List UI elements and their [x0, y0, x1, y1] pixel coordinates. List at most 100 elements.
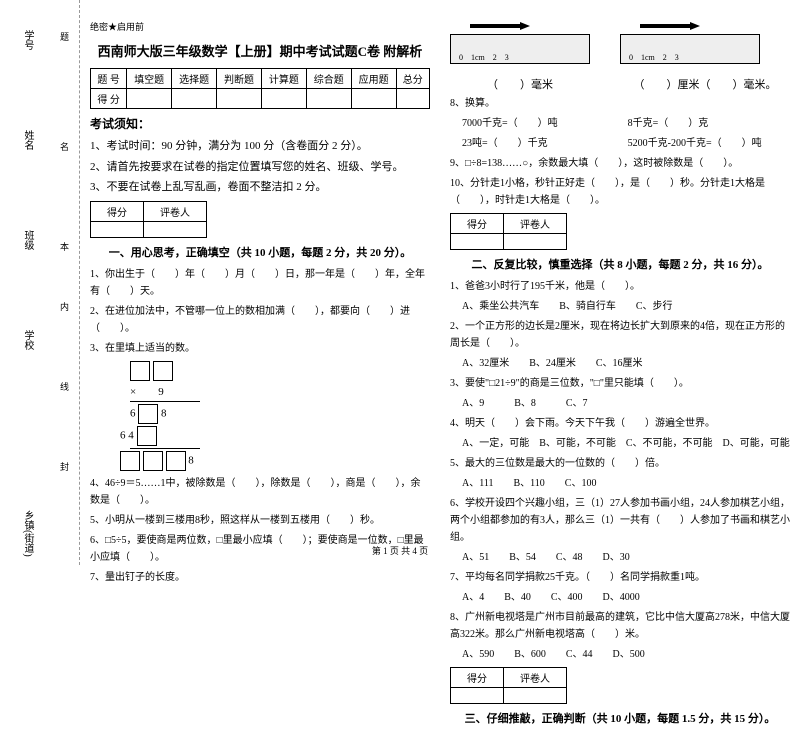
- score-row-5: [306, 89, 351, 109]
- s2q6-opts: A、51 B、54 C、48 D、30: [450, 549, 790, 566]
- box-1: [130, 361, 150, 381]
- ruler-2: 0 1cm 2 3: [620, 20, 760, 70]
- sidebar-label-school: 学校: [20, 330, 35, 350]
- section-3-title: 三、仔细推敲，正确判断（共 10 小题，每题 1.5 分，共 15 分）。: [450, 710, 790, 726]
- score-row-3: [217, 89, 262, 109]
- binding-sidebar: 学号 姓名 班级 学校 乡镇(街道) 题 名 本 内 线 封: [0, 0, 80, 565]
- secret-label: 绝密★启用前: [90, 20, 430, 33]
- score-row-7: [396, 89, 429, 109]
- ruler-scale-2: 0 1cm 2 3: [629, 52, 679, 63]
- q7: 7、量出钉子的长度。: [90, 569, 430, 586]
- q3: 3、在里填上适当的数。: [90, 340, 430, 357]
- q1: 1、你出生于（ ）年（ ）月（ ）日，那一年是（ ）年，全年有（ ）天。: [90, 266, 430, 300]
- q9: 9、□÷8=138……○，余数最大填（ ），这时被除数是（ ）。: [450, 155, 790, 172]
- section-1-title: 一、用心思考，正确填空（共 10 小题，每题 2 分，共 20 分）。: [90, 244, 430, 260]
- score-header-5: 综合题: [306, 69, 351, 89]
- sidebar-label-town: 乡镇(街道): [20, 510, 35, 557]
- ruler-scale-1: 0 1cm 2 3: [459, 52, 509, 63]
- reviewer-table-1: 得分评卷人: [90, 201, 207, 238]
- mult-d1: 6: [130, 407, 136, 419]
- s2q3: 3、要使"□21÷9"的商是三位数，"□"里只能填（ ）。: [450, 375, 790, 392]
- s2q5-opts: A、111 B、110 C、100: [450, 475, 790, 492]
- score-header-2: 选择题: [172, 69, 217, 89]
- mult-line-1: [130, 401, 200, 402]
- ruler-answer-1: （ ）毫米: [450, 76, 590, 92]
- sidebar-label-name: 姓名: [20, 130, 35, 150]
- box-3: [138, 404, 158, 424]
- seal-char-1: 题: [60, 30, 69, 43]
- s2q6: 6、学校开设四个兴趣小组，三（1）27人参加书画小组，24人参加棋艺小组，两个小…: [450, 495, 790, 546]
- ruler-1: 0 1cm 2 3: [450, 20, 590, 70]
- seal-char-6: 封: [60, 460, 69, 473]
- score-header-3: 判断题: [217, 69, 262, 89]
- notice-2: 2、请首先按要求在试卷的指定位置填写您的姓名、班级、学号。: [90, 159, 430, 177]
- score-table: 题 号 填空题 选择题 判断题 计算题 综合题 应用题 总分 得 分: [90, 68, 430, 109]
- s2q5: 5、最大的三位数是最大的一位数的（ ）倍。: [450, 455, 790, 472]
- notice-1: 1、考试时间：90 分钟，满分为 100 分（含卷面分 2 分）。: [90, 138, 430, 156]
- mult-d2: 8: [161, 407, 167, 419]
- s2q1: 1、爸爸3小时行了195千米，他是（ ）。: [450, 278, 790, 295]
- score-header-6: 应用题: [351, 69, 396, 89]
- mult-nine: 9: [158, 386, 164, 398]
- ruler-body-1: 0 1cm 2 3: [450, 34, 590, 64]
- s2q2: 2、一个正方形的边长是2厘米，现在将边长扩大到原来的4倍，现在正方形的周长是（ …: [450, 318, 790, 352]
- q4: 4、46÷9＝5……1中，被除数是（ ），除数是（ ），商是（ ），余数是（ ）…: [90, 475, 430, 509]
- q2: 2、在进位加法中，不管哪一位上的数相加满（ ），都要向（ ）进（ ）。: [90, 303, 430, 337]
- box-4: [137, 426, 157, 446]
- score-row-0: 得 分: [91, 89, 127, 109]
- notice-title: 考试须知：: [90, 115, 430, 132]
- reviewer-person-3: 评卷人: [504, 668, 567, 688]
- seal-char-4: 内: [60, 300, 69, 313]
- reviewer-table-3: 得分评卷人: [450, 667, 567, 704]
- ruler-answers: （ ）毫米 （ ）厘米（ ）毫米。: [450, 76, 790, 92]
- reviewer-person-1: 评卷人: [144, 201, 207, 221]
- seal-char-2: 名: [60, 140, 69, 153]
- times-sign: ×: [130, 386, 136, 398]
- box-5: [120, 451, 140, 471]
- q10: 10、分针走1小格，秒针正好走（ ），是（ ）秒。分针走1大格是（ ），时针走1…: [450, 175, 790, 209]
- score-header-4: 计算题: [261, 69, 306, 89]
- s2q4: 4、明天（ ）会下雨。今天下午我（ ）游遍全世界。: [450, 415, 790, 432]
- mult-d4: 4: [128, 429, 134, 441]
- seal-char-5: 线: [60, 380, 69, 393]
- s2q4-opts: A、一定，可能 B、可能，不可能 C、不可能，不可能 D、可能，可能: [450, 435, 790, 452]
- notice-3: 3、不要在试卷上乱写乱画，卷面不整洁扣 2 分。: [90, 179, 430, 197]
- main-content: 绝密★启用前 西南师大版三年级数学【上册】期中考试试题C卷 附解析 题 号 填空…: [90, 20, 790, 732]
- q8-line1: 7000千克=（ ）吨 8千克=（ ）克: [450, 115, 790, 132]
- reviewer-score-3: 得分: [451, 668, 504, 688]
- box-7: [166, 451, 186, 471]
- s2q8: 8、广州新电视塔是广州市目前最高的建筑，它比中信大厦高278米，中信大厦高322…: [450, 609, 790, 643]
- score-row-1: [127, 89, 172, 109]
- reviewer-score-1: 得分: [91, 201, 144, 221]
- q8: 8、换算。: [450, 95, 790, 112]
- left-column: 绝密★启用前 西南师大版三年级数学【上册】期中考试试题C卷 附解析 题 号 填空…: [90, 20, 430, 732]
- seal-char-3: 本: [60, 240, 69, 253]
- reviewer-table-2: 得分评卷人: [450, 213, 567, 250]
- multiplication-problem: × 9 6 8 6 4 8: [90, 361, 430, 471]
- page-footer: 第 1 页 共 4 页: [372, 544, 428, 557]
- score-header-7: 总分: [396, 69, 429, 89]
- ruler-answer-2: （ ）厘米（ ）毫米。: [620, 76, 790, 92]
- s2q7: 7、平均每名同学捐款25千克。（ ）名同学捐款重1吨。: [450, 569, 790, 586]
- q8-line2: 23吨=（ ）千克 5200千克-200千克=（ ）吨: [450, 135, 790, 152]
- s2q2-opts: A、32厘米 B、24厘米 C、16厘米: [450, 355, 790, 372]
- s2q7-opts: A、4 B、40 C、400 D、4000: [450, 589, 790, 606]
- exam-title: 西南师大版三年级数学【上册】期中考试试题C卷 附解析: [90, 41, 430, 60]
- section-2-title: 二、反复比较，慎重选择（共 8 小题，每题 2 分，共 16 分）。: [450, 256, 790, 272]
- q5: 5、小明从一楼到三楼用8秒，照这样从一楼到五楼用（ ）秒。: [90, 512, 430, 529]
- box-2: [153, 361, 173, 381]
- score-row-4: [261, 89, 306, 109]
- nail-icon-2: [640, 20, 700, 32]
- score-header-0: 题 号: [91, 69, 127, 89]
- rulers-row: 0 1cm 2 3 0 1cm 2 3: [450, 20, 790, 70]
- mult-line-2: [130, 448, 200, 449]
- score-row-2: [172, 89, 217, 109]
- mult-d3: 6: [120, 429, 126, 441]
- score-header-1: 填空题: [127, 69, 172, 89]
- box-6: [143, 451, 163, 471]
- s2q3-opts: A、9 B、8 C、7: [450, 395, 790, 412]
- sidebar-label-class: 班级: [20, 230, 35, 250]
- nail-icon-1: [470, 20, 530, 32]
- right-column: 0 1cm 2 3 0 1cm 2 3 （ ）毫米 （ ）厘米（ ）毫米。 8、…: [450, 20, 790, 732]
- s2q1-opts: A、乘坐公共汽车 B、骑自行车 C、步行: [450, 298, 790, 315]
